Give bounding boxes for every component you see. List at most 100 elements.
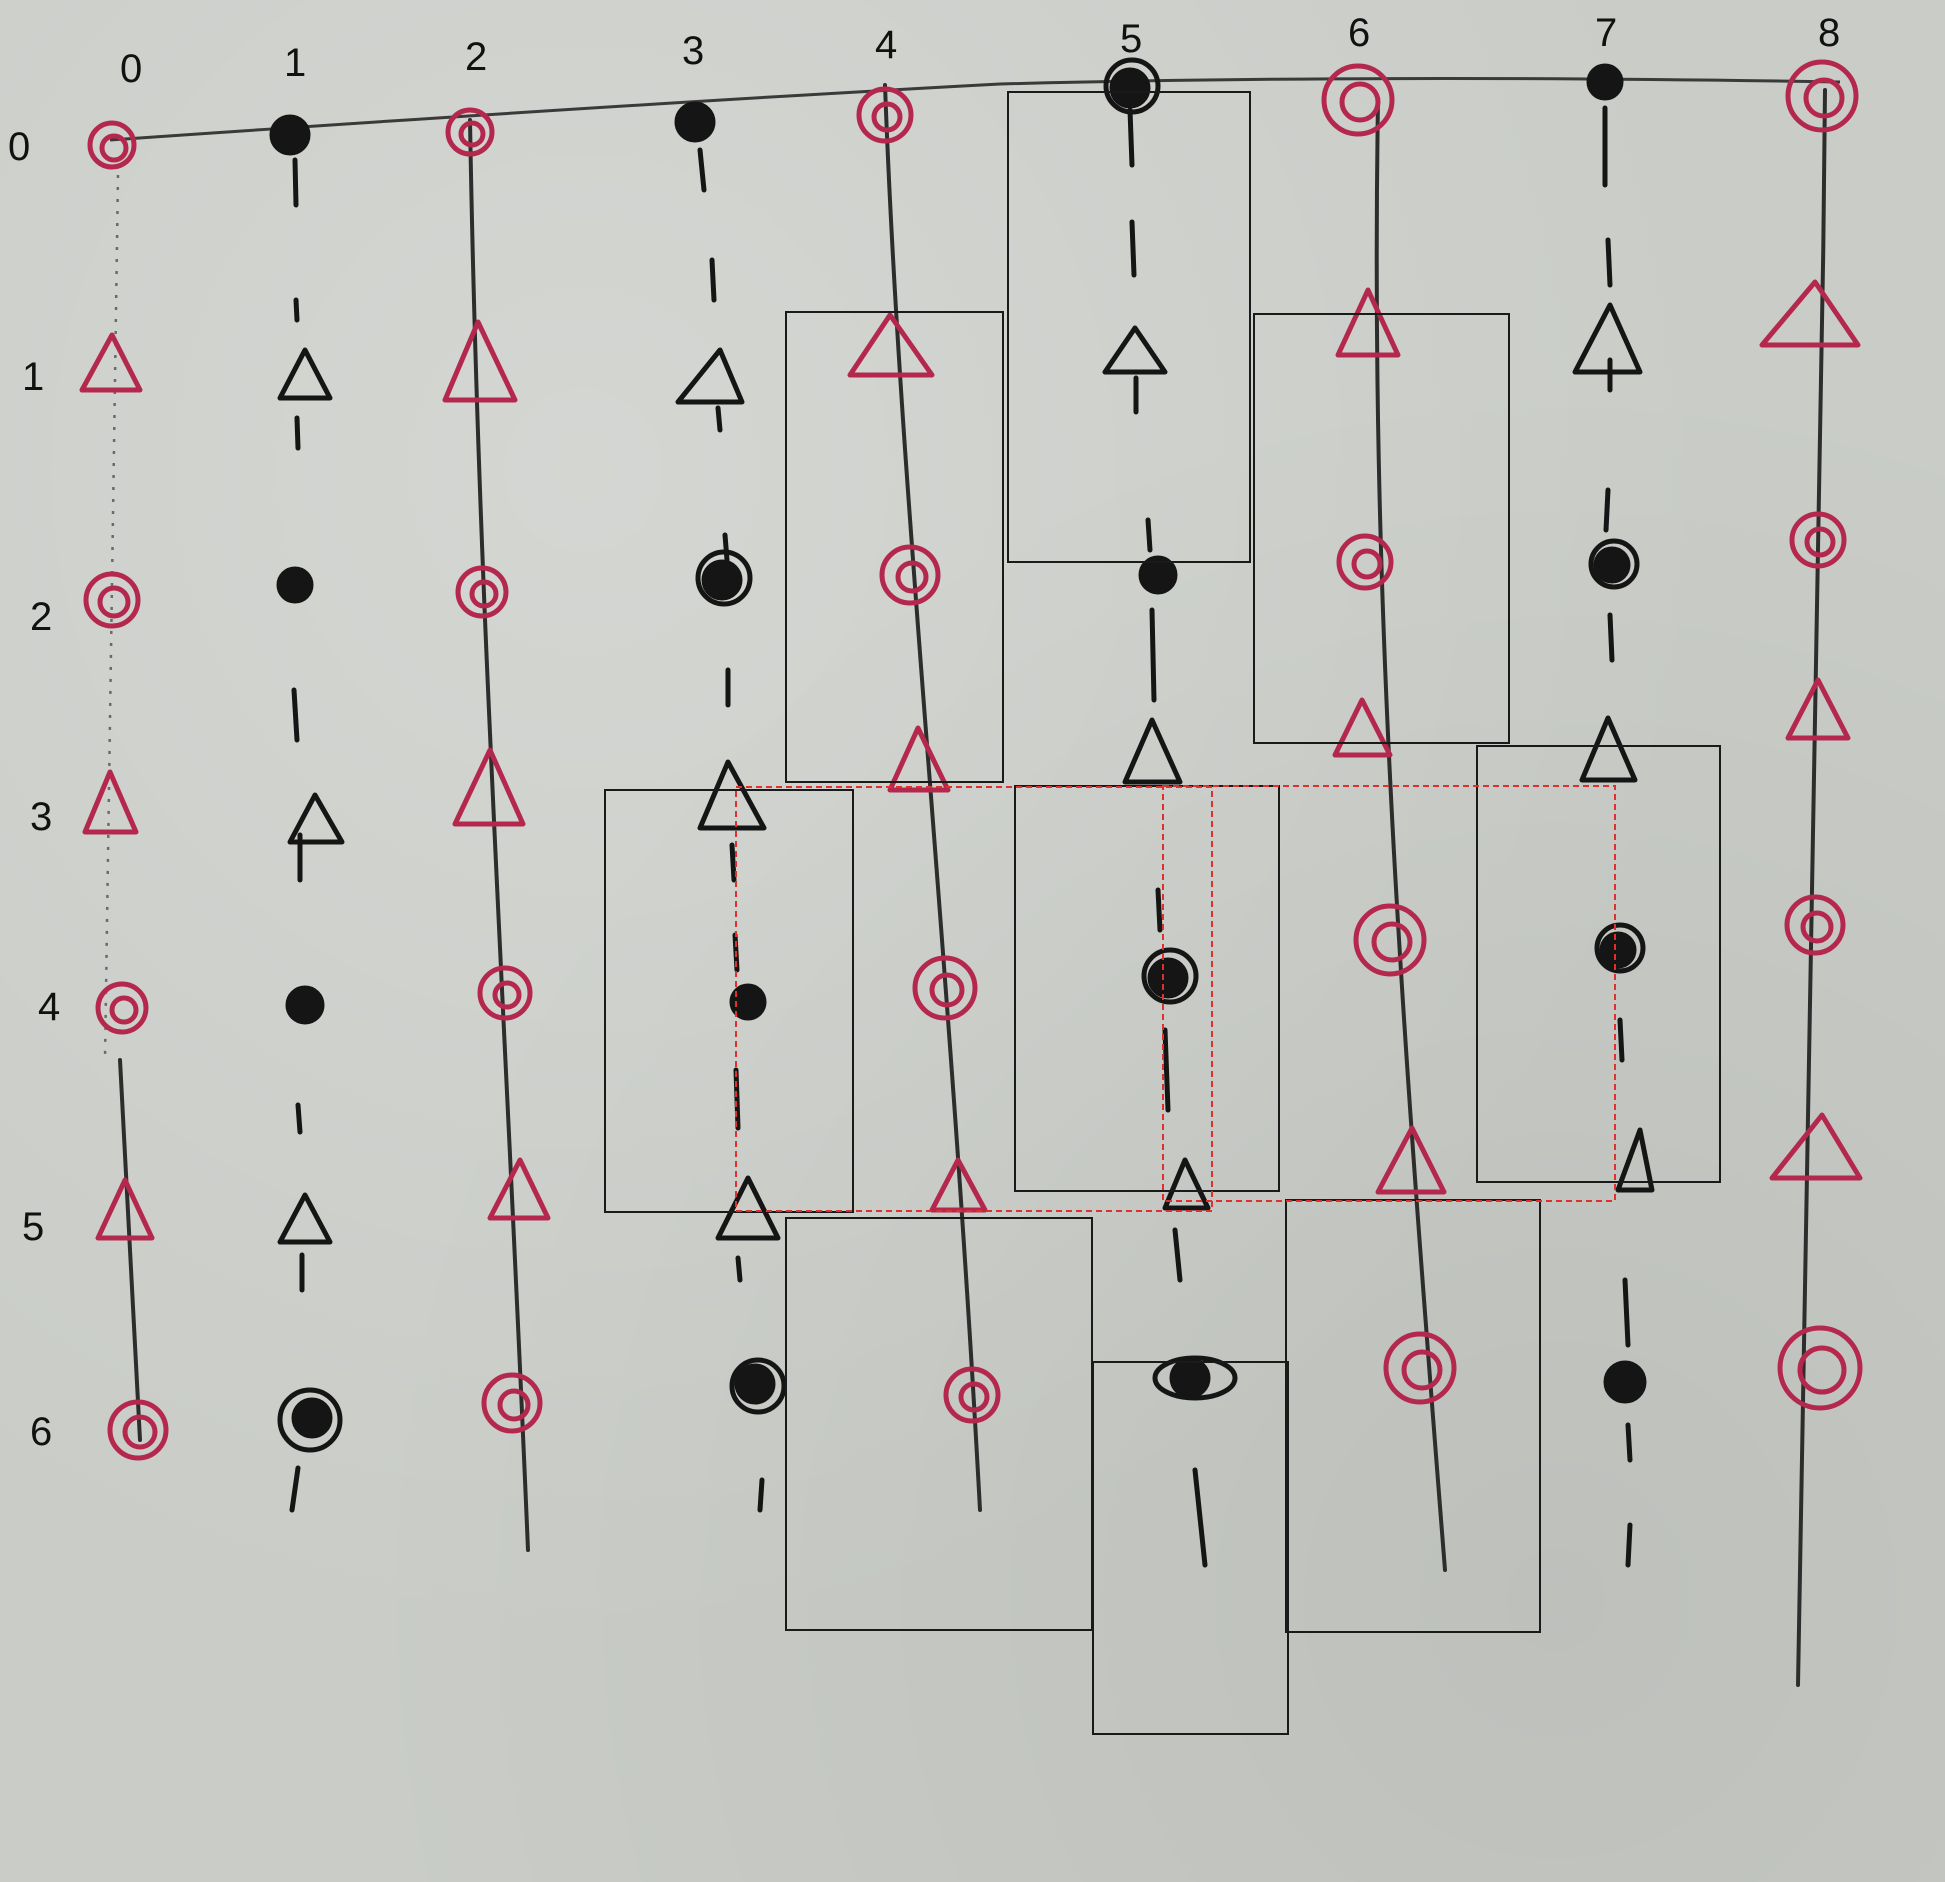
column-8 [1759, 59, 1863, 1687]
black-dot-symbol [1138, 555, 1178, 595]
black-dot-symbol [1586, 63, 1624, 101]
red-triangle-symbol [82, 769, 139, 835]
vertical-line [883, 83, 982, 1512]
red-circle-symbol [912, 955, 978, 1021]
black-dot-symbol [1141, 947, 1199, 1005]
column-label: 5 [1120, 17, 1142, 61]
highlight-box [1007, 91, 1251, 563]
black-triangle-symbol [277, 1192, 333, 1245]
red-triangle-symbol [487, 1157, 551, 1221]
highlight-box [604, 789, 854, 1213]
red-triangle-symbol [442, 319, 518, 403]
black-triangle-symbol [277, 347, 333, 401]
red-circle-symbol [87, 120, 137, 170]
column-4 [847, 83, 1001, 1512]
red-triangle-symbol [79, 332, 143, 393]
red-triangle-symbol [1335, 287, 1401, 358]
column-6 [1321, 63, 1457, 1572]
column-label: 1 [284, 41, 306, 85]
red-triangle-symbol [1769, 1112, 1863, 1181]
highlight-boxes [604, 91, 1721, 1735]
red-circle-symbol [455, 565, 509, 619]
row-label: 0 [8, 125, 30, 169]
highlight-box [1092, 1361, 1289, 1735]
red-triangle-symbol [452, 747, 526, 827]
column-label: 0 [120, 47, 142, 91]
row-label: 2 [30, 595, 52, 639]
black-dot-symbol [285, 985, 325, 1025]
column-5 [1102, 57, 1238, 1568]
highlight-box [785, 311, 1004, 783]
vertical-line [1374, 98, 1447, 1572]
black-triangle-symbol [697, 759, 767, 831]
black-triangle-symbol [1615, 1127, 1655, 1193]
highlight-box [1476, 745, 1721, 1183]
column-0 [79, 120, 169, 1461]
row-label: 6 [30, 1410, 52, 1454]
red-circle-symbol [1785, 59, 1859, 133]
row-label: 1 [22, 355, 44, 399]
red-dashed-boxes [735, 785, 1616, 1212]
red-circle-symbol [1777, 1325, 1863, 1411]
black-triangle-symbol [1122, 717, 1183, 785]
column-label: 7 [1595, 11, 1617, 55]
row-label: 3 [30, 795, 52, 839]
red-circle-symbol [856, 86, 914, 144]
red-circle-symbol [943, 1366, 1001, 1424]
red-circle-symbol [1353, 903, 1427, 977]
red-triangle-symbol [1785, 677, 1851, 741]
red-circle-symbol [477, 965, 533, 1021]
red-circle-symbol [1336, 533, 1394, 591]
red-triangle-symbol [95, 1177, 155, 1241]
red-circle-symbol [1784, 894, 1846, 956]
black-triangle-symbol [1162, 1157, 1211, 1211]
black-dot-symbol [729, 1357, 787, 1415]
column-2 [442, 107, 551, 1552]
black-triangle-symbol [1102, 325, 1168, 375]
red-dashed-box [1162, 785, 1616, 1202]
red-circle-symbol [95, 981, 149, 1035]
vertical-line [118, 1058, 142, 1442]
red-circle-symbol [445, 107, 495, 157]
red-triangle-symbol [847, 312, 935, 378]
column-axis: 0 1 2 3 4 5 6 7 8 [120, 11, 1840, 91]
red-triangle-symbol [1375, 1125, 1447, 1195]
red-circle-symbol [481, 1372, 543, 1434]
column-7 [1572, 63, 1655, 1568]
red-circle-symbol [1321, 63, 1395, 137]
black-dot-symbol [1603, 1360, 1647, 1404]
highlight-box [1285, 1199, 1541, 1633]
row-axis: 0 1 2 3 4 5 6 [8, 125, 60, 1454]
black-triangle-symbol [1579, 715, 1638, 783]
black-dot-symbol [1103, 57, 1161, 115]
vertical-line [1796, 88, 1827, 1687]
black-dot-symbol [674, 101, 716, 143]
highlight-box [1253, 313, 1510, 744]
black-dot-symbol [1594, 922, 1646, 974]
column-1 [269, 114, 345, 1513]
column-label: 2 [465, 35, 487, 79]
column-label: 8 [1818, 11, 1840, 55]
black-dot-symbol [1588, 538, 1640, 590]
red-triangle-symbol [1332, 697, 1393, 758]
red-triangle-symbol [887, 725, 951, 793]
row-label: 4 [38, 985, 60, 1029]
dash-mark [1602, 105, 1633, 1568]
black-dot-symbol [1152, 1355, 1238, 1401]
red-triangle-symbol [1759, 279, 1861, 348]
black-triangle-symbol [675, 347, 745, 405]
black-dot-symbol [695, 549, 753, 607]
column-3 [674, 101, 787, 1513]
red-circle-symbol [1383, 1331, 1457, 1405]
column-label: 3 [682, 29, 704, 73]
red-circle-symbol [107, 1399, 169, 1461]
black-dot-symbol [729, 983, 767, 1021]
red-circle-symbol [83, 571, 141, 629]
highlight-box [785, 1217, 1093, 1631]
column-label: 6 [1348, 11, 1370, 55]
black-triangle-symbol [1572, 302, 1643, 375]
black-triangle-symbol [715, 1175, 781, 1241]
row-label: 5 [22, 1205, 44, 1249]
